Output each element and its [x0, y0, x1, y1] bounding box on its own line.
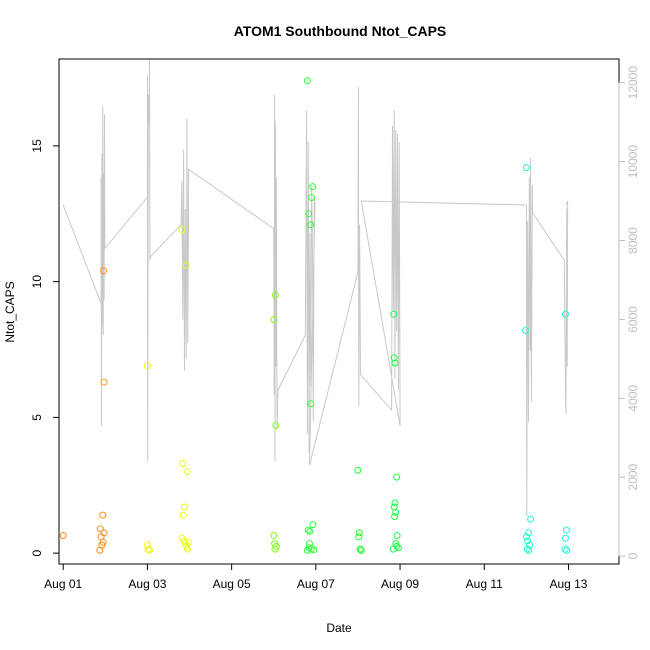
- y-axis-label: Ntot_CAPS: [3, 281, 17, 342]
- data-point: [393, 532, 401, 539]
- x-axis: Aug 01 Aug 03 Aug 05 Aug 07 Aug 09 Aug 11 Aug …: [44, 563, 588, 591]
- data-point: [183, 545, 191, 553]
- data-point: [100, 378, 108, 386]
- data-point: [99, 538, 107, 546]
- data-point: [178, 226, 186, 234]
- data-point: [96, 546, 104, 554]
- data-point: [270, 316, 278, 324]
- series-line-trace: [62, 58, 569, 517]
- y2-tick-label: 2000: [626, 464, 640, 491]
- y-axis-right: 0 2000 4000 6000 8000 10000 12000: [618, 66, 640, 559]
- data-point: [355, 529, 363, 537]
- data-point: [307, 400, 315, 408]
- x-tick-label: Aug 07: [297, 577, 335, 591]
- data-point: [356, 545, 364, 553]
- data-point: [306, 221, 314, 229]
- data-point: [393, 542, 401, 550]
- y2-tick-label: 4000: [626, 385, 640, 412]
- data-point: [394, 544, 402, 552]
- y2-tick-label: 0: [626, 552, 640, 559]
- data-point: [354, 466, 362, 474]
- y-tick-label: 10: [30, 275, 44, 289]
- y2-tick-label: 10000: [626, 145, 640, 179]
- data-point: [391, 513, 399, 520]
- data-point: [179, 511, 187, 519]
- data-point: [562, 526, 570, 534]
- data-point: [391, 359, 399, 367]
- chart-title: ATOM1 Southbound Ntot_CAPS: [234, 23, 447, 39]
- data-point: [306, 527, 314, 535]
- data-point: [270, 532, 278, 539]
- data-point: [561, 545, 569, 553]
- data-point: [271, 291, 279, 299]
- data-point: [524, 537, 532, 545]
- y-tick-label: 0: [30, 549, 44, 556]
- data-point: [562, 534, 569, 542]
- data-point: [522, 327, 529, 334]
- data-point: [179, 460, 187, 467]
- data-point: [390, 354, 398, 362]
- data-point: [99, 511, 107, 519]
- data-point: [96, 525, 104, 533]
- data-point: [182, 261, 190, 269]
- data-point: [391, 499, 399, 507]
- data-point: [308, 194, 316, 201]
- data-point: [392, 508, 400, 516]
- trace-layer: [62, 58, 569, 517]
- y2-tick-label: 8000: [626, 227, 640, 254]
- y-tick-label: 5: [30, 414, 44, 421]
- y2-tick-label: 12000: [626, 66, 640, 100]
- data-point: [525, 529, 532, 537]
- data-point: [309, 521, 317, 529]
- data-point: [305, 210, 313, 218]
- y-axis-left: 0 5 10 15: [30, 139, 60, 556]
- plot-area: [59, 58, 571, 554]
- plot-frame: [58, 58, 620, 565]
- x-tick-label: Aug 05: [213, 577, 251, 591]
- data-point: [144, 545, 152, 553]
- data-point: [146, 546, 153, 554]
- data-point: [100, 267, 108, 275]
- data-point: [310, 546, 318, 554]
- data-point: [100, 529, 108, 537]
- x-tick-label: Aug 11: [466, 577, 503, 591]
- data-point: [357, 546, 365, 554]
- data-point: [143, 362, 151, 370]
- data-point: [563, 546, 571, 554]
- x-axis-label: Date: [326, 621, 352, 635]
- y-tick-label: 15: [30, 139, 44, 153]
- data-point: [390, 310, 398, 318]
- data-point: [527, 515, 535, 523]
- data-point: [522, 164, 530, 172]
- data-point: [303, 77, 311, 85]
- data-point: [272, 422, 280, 429]
- data-point: [525, 546, 533, 554]
- data-point: [304, 526, 312, 534]
- points-layer: [59, 77, 571, 554]
- data-point: [272, 542, 280, 550]
- x-tick-label: Aug 01: [44, 577, 82, 591]
- data-point: [393, 473, 401, 481]
- data-point: [309, 183, 316, 191]
- data-point: [184, 538, 192, 546]
- data-point: [181, 503, 188, 511]
- data-point: [562, 310, 569, 318]
- x-tick-label: Aug 13: [549, 577, 587, 591]
- data-point: [523, 545, 531, 553]
- data-point: [355, 533, 363, 541]
- data-point: [522, 533, 530, 541]
- y2-tick-label: 6000: [626, 306, 640, 333]
- x-tick-label: Aug 09: [381, 577, 419, 591]
- data-point: [59, 532, 67, 539]
- data-point: [306, 540, 313, 548]
- data-point: [183, 468, 191, 476]
- x-tick-label: Aug 03: [128, 577, 166, 591]
